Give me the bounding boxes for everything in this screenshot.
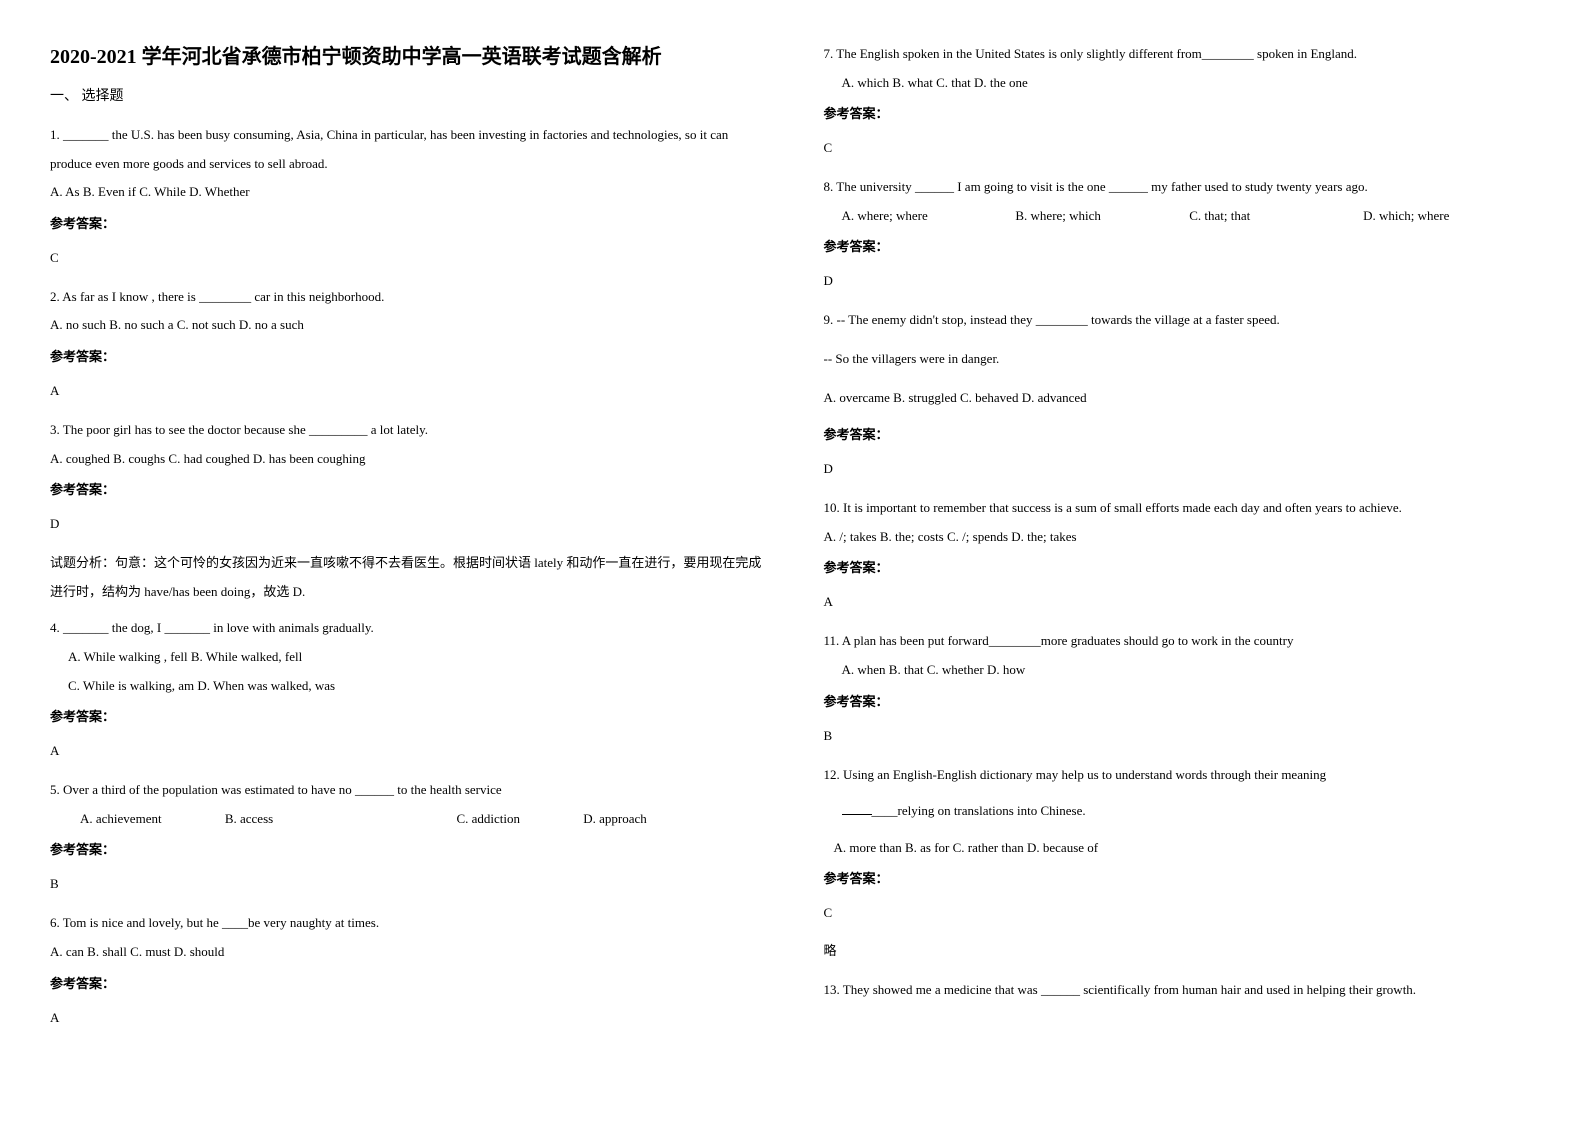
question-text: 5. Over a third of the population was es… [50, 776, 764, 805]
question-text: 11. A plan has been put forward________m… [824, 627, 1538, 656]
option-b: B. where; which [1015, 202, 1165, 231]
answer-label: 参考答案： [50, 971, 764, 997]
answer-label: 参考答案： [824, 234, 1538, 260]
question-options: A. no such B. no such a C. not such D. n… [50, 311, 764, 340]
answer-value: B [50, 871, 764, 897]
question-options: A. While walking , fell B. While walked,… [50, 643, 764, 672]
question-1: 1. _______ the U.S. has been busy consum… [50, 121, 764, 271]
question-options: A. more than B. as for C. rather than D.… [824, 834, 1538, 863]
answer-label: 参考答案： [824, 689, 1538, 715]
question-10: 10. It is important to remember that suc… [824, 494, 1538, 615]
question-text: 12. Using an English-English dictionary … [824, 761, 1538, 790]
question-text: ____relying on translations into Chinese… [824, 797, 1538, 826]
question-options: A. overcame B. struggled C. behaved D. a… [824, 384, 1538, 413]
answer-value: D [50, 511, 764, 537]
answer-value: A [50, 738, 764, 764]
question-options: A. which B. what C. that D. the one [824, 69, 1538, 98]
question-options: A. when B. that C. whether D. how [824, 656, 1538, 685]
section-title: 一、 选择题 [50, 85, 764, 105]
answer-value: A [50, 1005, 764, 1031]
blank [842, 814, 872, 815]
answer-label: 参考答案： [824, 866, 1538, 892]
answer-label: 参考答案： [824, 555, 1538, 581]
answer-label: 参考答案： [50, 837, 764, 863]
q12-part2: ____relying on translations into Chinese… [872, 803, 1086, 818]
question-12: 12. Using an English-English dictionary … [824, 761, 1538, 965]
option-d: D. which; where [1363, 202, 1513, 231]
answer-value: C [50, 245, 764, 271]
question-text: 8. The university ______ I am going to v… [824, 173, 1538, 202]
question-text: 6. Tom is nice and lovely, but he ____be… [50, 909, 764, 938]
answer-label: 参考答案： [824, 101, 1538, 127]
option-a: A. where; where [824, 202, 992, 231]
option-a: A. achievement [80, 805, 162, 834]
answer-note: 略 [824, 938, 1538, 964]
question-11: 11. A plan has been put forward________m… [824, 627, 1538, 748]
right-column: 7. The English spoken in the United Stat… [824, 40, 1538, 1043]
question-options: A. can B. shall C. must D. should [50, 938, 764, 967]
question-options: A. achievement B. access C. addiction D.… [50, 805, 764, 834]
question-6: 6. Tom is nice and lovely, but he ____be… [50, 909, 764, 1030]
question-3: 3. The poor girl has to see the doctor b… [50, 416, 764, 606]
question-text: 2. As far as I know , there is ________ … [50, 283, 764, 312]
question-options: A. coughed B. coughs C. had coughed D. h… [50, 445, 764, 474]
option-c: C. that; that [1189, 202, 1339, 231]
question-options: C. While is walking, am D. When was walk… [50, 672, 764, 701]
answer-label: 参考答案： [50, 704, 764, 730]
question-9: 9. -- The enemy didn't stop, instead the… [824, 306, 1538, 482]
question-text: 4. _______ the dog, I _______ in love wi… [50, 614, 764, 643]
question-7: 7. The English spoken in the United Stat… [824, 40, 1538, 161]
question-text: 13. They showed me a medicine that was _… [824, 976, 1538, 1005]
answer-value: D [824, 268, 1538, 294]
answer-label: 参考答案： [50, 477, 764, 503]
question-options: A. As B. Even if C. While D. Whether [50, 178, 764, 207]
question-options: A. /; takes B. the; costs C. /; spends D… [824, 523, 1538, 552]
answer-value: A [824, 589, 1538, 615]
question-text: 3. The poor girl has to see the doctor b… [50, 416, 764, 445]
answer-value: A [50, 378, 764, 404]
answer-value: C [824, 135, 1538, 161]
option-b: B. access [225, 805, 273, 834]
question-13: 13. They showed me a medicine that was _… [824, 976, 1538, 1005]
page-title: 2020-2021 学年河北省承德市柏宁顿资助中学高一英语联考试题含解析 [50, 40, 764, 69]
answer-label: 参考答案： [824, 422, 1538, 448]
answer-value: C [824, 900, 1538, 926]
answer-value: D [824, 456, 1538, 482]
question-text: 7. The English spoken in the United Stat… [824, 40, 1538, 69]
option-d: D. approach [583, 805, 647, 834]
answer-analysis: 试题分析：句意：这个可怜的女孩因为近来一直咳嗽不得不去看医生。根据时间状语 la… [50, 549, 764, 606]
question-text: 10. It is important to remember that suc… [824, 494, 1538, 523]
question-8: 8. The university ______ I am going to v… [824, 173, 1538, 294]
question-options: A. where; where B. where; which C. that;… [824, 202, 1538, 231]
answer-label: 参考答案： [50, 344, 764, 370]
question-4: 4. _______ the dog, I _______ in love wi… [50, 614, 764, 764]
answer-label: 参考答案： [50, 211, 764, 237]
question-text: -- So the villagers were in danger. [824, 345, 1538, 374]
question-text: 9. -- The enemy didn't stop, instead the… [824, 306, 1538, 335]
option-c: C. addiction [456, 805, 520, 834]
left-column: 2020-2021 学年河北省承德市柏宁顿资助中学高一英语联考试题含解析 一、 … [50, 40, 764, 1043]
question-2: 2. As far as I know , there is ________ … [50, 283, 764, 404]
question-text: 1. _______ the U.S. has been busy consum… [50, 121, 764, 178]
answer-value: B [824, 723, 1538, 749]
question-5: 5. Over a third of the population was es… [50, 776, 764, 897]
